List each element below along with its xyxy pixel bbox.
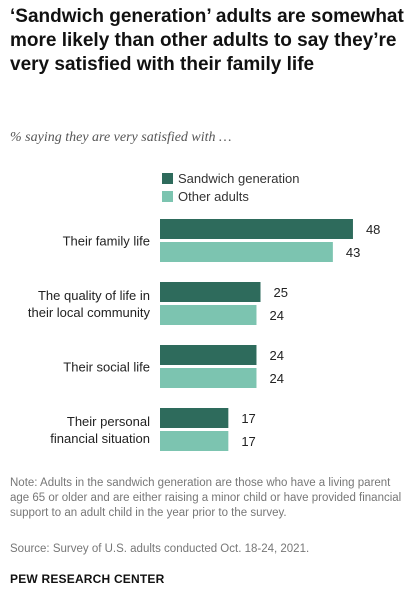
data-label-1-series-1: 48: [366, 222, 380, 237]
data-label-4-series-1: 17: [241, 411, 255, 426]
data-label-2-series-2: 24: [269, 308, 283, 323]
chart-note: Note: Adults in the sandwich generation …: [10, 477, 402, 520]
legend-swatch-1: [162, 173, 173, 184]
legend-label-1: Sandwich generation: [178, 171, 299, 186]
data-label-2-series-1: 25: [274, 285, 288, 300]
category-label-2-line-2: their local community: [28, 305, 151, 320]
bar-2-series-1: [160, 282, 261, 302]
legend-label-2: Other adults: [178, 189, 249, 204]
data-label-3-series-1: 24: [269, 348, 283, 363]
data-label-3-series-2: 24: [269, 371, 283, 386]
bar-3-series-2: [160, 368, 257, 388]
bar-4-series-2: [160, 431, 229, 451]
chart-title: ‘Sandwich generation’ adults are somewha…: [10, 6, 404, 75]
category-label-2-line-1: The quality of life in: [38, 288, 150, 303]
data-label-1-series-2: 43: [346, 245, 360, 260]
bar-1-series-1: [160, 219, 353, 239]
data-label-4-series-2: 17: [241, 434, 255, 449]
category-label-3: Their social life: [63, 360, 150, 375]
category-label-4-line-2: financial situation: [50, 431, 150, 446]
legend-swatch-2: [162, 191, 173, 202]
category-label-4-line-1: Their personal: [67, 414, 150, 429]
bar-chart: Sandwich generation Other adults Their fam…: [28, 171, 380, 451]
pew-research-center-logo: PEW RESEARCH CENTER: [10, 572, 165, 586]
category-label-1: Their family life: [63, 234, 150, 249]
bar-3-series-1: [160, 345, 257, 365]
bar-1-series-2: [160, 242, 333, 262]
chart-source: Source: Survey of U.S. adults conducted …: [10, 543, 310, 555]
chart-subtitle: % saying they are very satisfied with …: [10, 130, 232, 145]
bar-2-series-2: [160, 305, 257, 325]
bar-4-series-1: [160, 408, 229, 428]
